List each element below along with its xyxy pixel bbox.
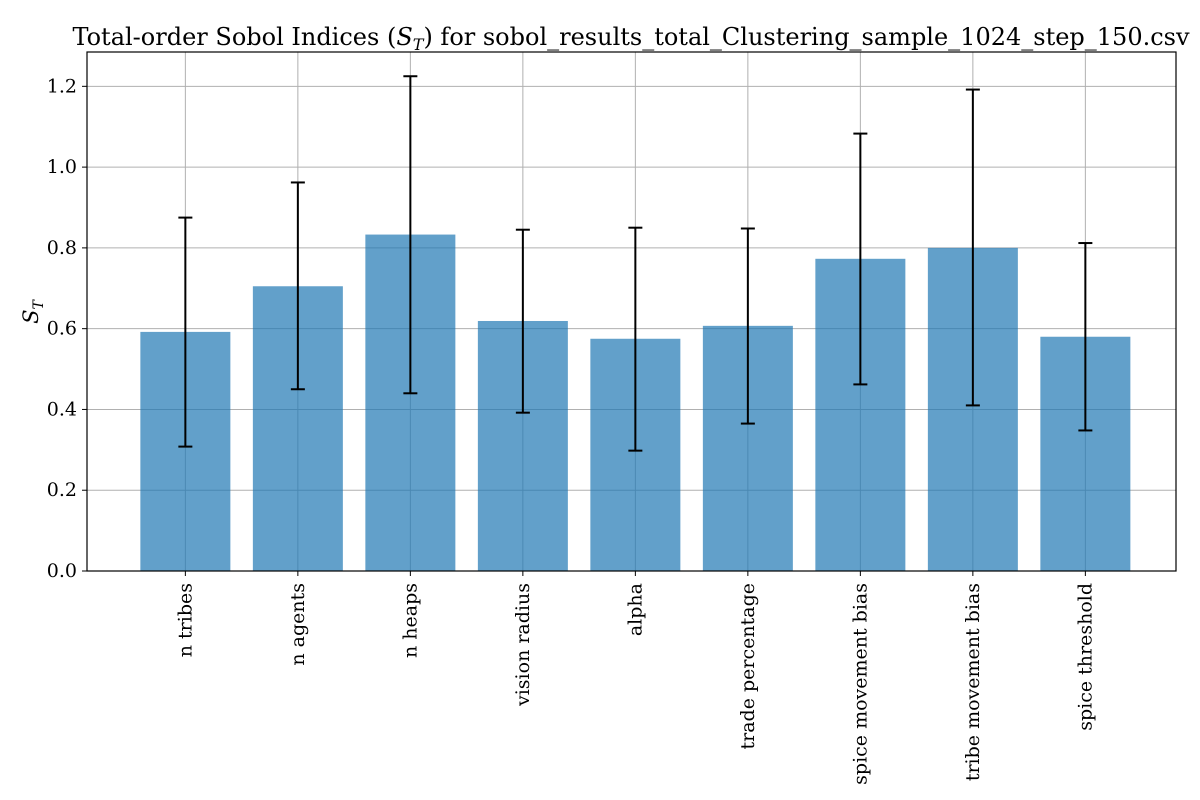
title-prefix: Total-order Sobol Indices ( (72, 23, 396, 51)
x-tick-label: alpha (624, 583, 646, 636)
x-tick-label: n agents (287, 583, 309, 666)
error-bars (178, 75, 1093, 452)
chart-title: Total-order Sobol Indices (ST) for sobol… (72, 23, 1190, 54)
y-axis-label-sub: T (31, 298, 47, 309)
x-tick-label: n heaps (399, 583, 421, 658)
y-tick-label: 0.4 (47, 398, 77, 420)
plot-frame (86, 51, 1177, 572)
x-tick-label: trade percentage (737, 583, 759, 749)
y-tick-label: 1.2 (47, 75, 77, 97)
y-tick-label: 0.8 (47, 237, 77, 259)
y-axis-label: ST (19, 298, 47, 323)
x-tick-label: spice movement bias (849, 583, 871, 785)
y-tick-label: 0.0 (47, 560, 77, 582)
y-tick-label: 0.2 (47, 479, 77, 501)
x-tick-label: vision radius (512, 583, 534, 707)
title-suffix: ) for sobol_results_total_Clustering_sam… (423, 23, 1190, 51)
y-tick-label: 0.6 (47, 318, 77, 340)
x-tick-label: spice threshold (1074, 583, 1096, 731)
x-axis-ticks: n tribes n agents n heaps vision radius alph… (174, 571, 1096, 785)
bars (140, 234, 1131, 572)
y-axis-ticks: 0.0 0.2 0.4 0.6 0.8 1.0 1.2 (47, 75, 87, 582)
title-symbol: S (396, 23, 412, 51)
y-axis-label-symbol: S (19, 309, 43, 323)
y-tick-label: 1.0 (47, 156, 77, 178)
x-tick-label: n tribes (174, 583, 196, 657)
title-symbol-sub: T (413, 35, 425, 54)
x-tick-label: tribe movement bias (962, 583, 984, 781)
